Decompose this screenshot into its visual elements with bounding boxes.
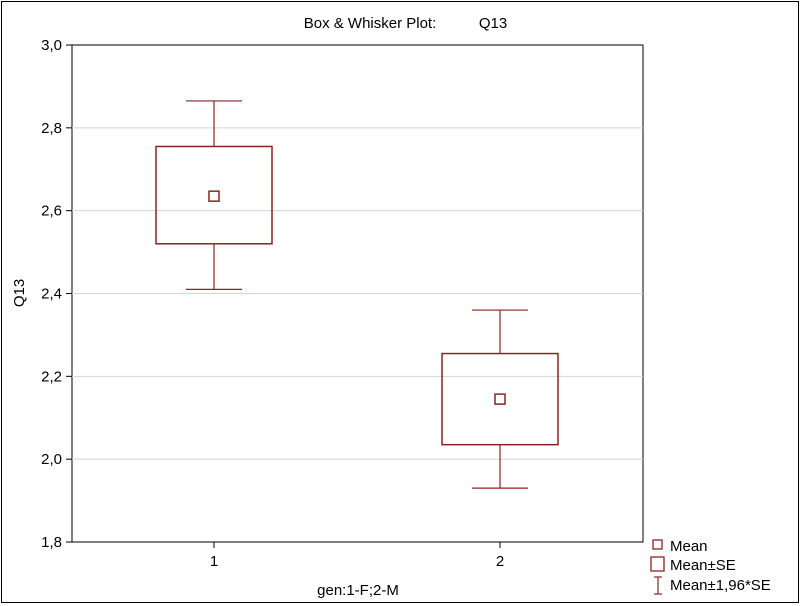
legend-mean-label: Mean — [670, 538, 708, 555]
legend: Mean Mean±SE Mean±1,96*SE — [650, 538, 771, 595]
grid-lines — [72, 127, 643, 460]
se-box — [155, 145, 273, 245]
se-box — [441, 352, 559, 446]
chart-variable: Q13 — [479, 15, 507, 32]
y-tick-label: 2,4 — [41, 286, 62, 303]
y-tick-label: 2,0 — [41, 451, 62, 468]
x-axis-label: gen:1-F;2-M — [317, 582, 399, 599]
x-tick-label: 2 — [496, 553, 504, 570]
mean-marker — [208, 190, 220, 202]
legend-se-symbol — [650, 556, 665, 572]
box-group — [155, 100, 273, 290]
y-tick-label: 3,0 — [41, 37, 62, 54]
y-tick-label: 2,2 — [41, 368, 62, 385]
legend-mean-symbol — [652, 539, 663, 550]
y-tick-label: 2,6 — [41, 203, 62, 220]
legend-se-label: Mean±SE — [670, 557, 736, 574]
box-group — [441, 309, 559, 489]
mean-marker — [494, 393, 506, 405]
chart-title: Box & Whisker Plot: — [304, 15, 437, 32]
y-tick-label: 1,8 — [41, 534, 62, 551]
x-tick-label: 1 — [210, 553, 218, 570]
y-axis-ticks: 1,8 2,0 2,2 2,4 2,6 2,8 3,0 — [41, 37, 72, 551]
y-axis-label: Q13 — [11, 279, 28, 307]
y-tick-label: 2,8 — [41, 120, 62, 137]
box-series — [155, 100, 559, 489]
legend-ci-label: Mean±1,96*SE — [670, 577, 771, 594]
